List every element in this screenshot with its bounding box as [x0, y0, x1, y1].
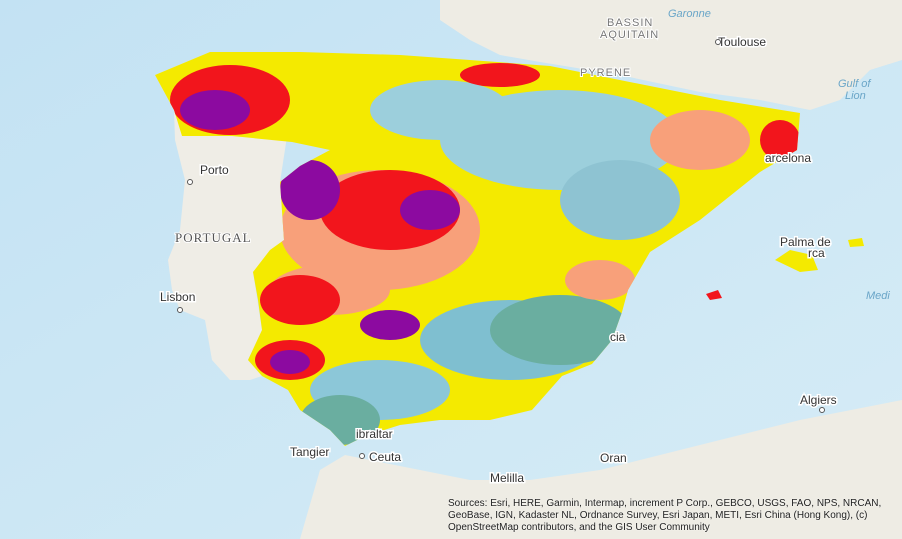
city-label: ibraltar: [356, 427, 393, 441]
city-label: Melilla: [490, 471, 524, 485]
city-dot: [187, 179, 193, 185]
sea-label: Gulf of: [838, 78, 871, 90]
city-label: Palma de: [780, 235, 831, 249]
land-africa: [300, 400, 902, 539]
island-menorca: [848, 238, 864, 247]
city-dot: [177, 307, 183, 313]
city-label: Ceuta: [369, 450, 401, 464]
island-mallorca: [775, 250, 818, 272]
city-label: Algiers: [800, 393, 837, 407]
land-france: [440, 0, 902, 110]
island-ibiza: [706, 290, 722, 300]
attribution-box: Sources: Esri, HERE, Garmin, Intermap, i…: [448, 498, 882, 533]
heatmap: [155, 52, 800, 446]
sea-label: Lion: [845, 90, 866, 102]
attribution: Sources: Esri, HERE, Garmin, Intermap, i…: [448, 498, 882, 533]
river-label: Garonne: [668, 8, 711, 20]
region-label: PYRENE: [580, 67, 631, 79]
city-label: Oran: [600, 451, 627, 465]
city-dot: [359, 453, 365, 459]
country-label: PORTUGAL: [175, 230, 252, 245]
city-dot: [819, 407, 825, 413]
city-label: cia: [610, 330, 626, 344]
city-label: Porto: [200, 163, 229, 177]
city-label: Tangier: [290, 445, 329, 459]
city-label: Toulouse: [718, 35, 766, 49]
region-label: BASSIN: [607, 17, 653, 29]
sea-label: Medi: [866, 290, 890, 302]
city-label: rca: [808, 246, 825, 260]
city-label: arcelona: [765, 151, 811, 165]
region-label: AQUITAIN: [600, 29, 659, 41]
city-dot: [715, 39, 721, 45]
city-label: Lisbon: [160, 290, 195, 304]
